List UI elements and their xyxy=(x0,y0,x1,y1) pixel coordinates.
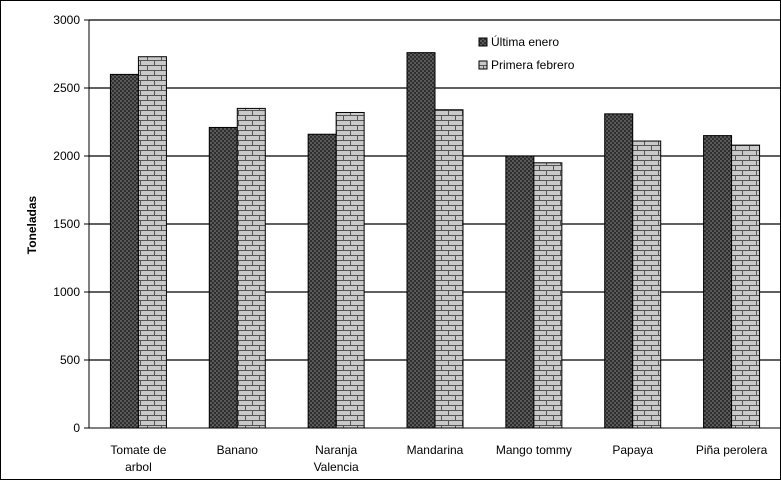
y-tick-label: 500 xyxy=(60,353,80,367)
x-tick-label: Mango tommy xyxy=(496,443,572,457)
x-tick-label: Papaya xyxy=(612,443,653,457)
x-tick-label: Banano xyxy=(217,443,259,457)
bar-primera-febrero xyxy=(434,109,464,429)
y-tick-label: 2000 xyxy=(53,149,80,163)
x-tick-label: arbol xyxy=(125,460,152,474)
y-tick-label: 0 xyxy=(73,421,80,435)
x-tick-label: Valencia xyxy=(314,460,359,474)
x-tick-label: Piña perolera xyxy=(696,443,768,457)
legend: Última enero Primera febrero xyxy=(478,34,575,72)
x-axis-ticks: Tomate de arbol Banano Naranja Valencia Manda… xyxy=(110,443,767,474)
axes xyxy=(88,20,781,429)
bar-primera-febrero xyxy=(731,144,761,429)
legend-label: Primera febrero xyxy=(491,58,575,72)
bar-primera-febrero xyxy=(533,162,563,429)
x-tick-label: Naranja xyxy=(315,443,357,457)
x-tick-label: Mandarina xyxy=(407,443,464,457)
bar-ultima-enero xyxy=(406,52,436,429)
bars xyxy=(109,52,761,429)
x-tick-label: Tomate de xyxy=(110,443,166,457)
legend-swatch xyxy=(478,60,488,70)
bar-primera-febrero xyxy=(137,56,167,429)
bar-ultima-enero xyxy=(307,133,337,429)
legend-swatch xyxy=(478,37,488,47)
bar-ultima-enero xyxy=(109,73,139,429)
legend-label: Última enero xyxy=(491,34,559,49)
y-axis-ticks: 0 500 1000 1500 2000 2500 3000 xyxy=(53,13,89,435)
y-tick-label: 2500 xyxy=(53,81,80,95)
bar-ultima-enero xyxy=(505,155,535,429)
bar-primera-febrero xyxy=(335,111,365,429)
bar-ultima-enero xyxy=(703,135,733,429)
y-tick-label: 1000 xyxy=(53,285,80,299)
bar-primera-febrero xyxy=(236,107,266,429)
bar-primera-febrero xyxy=(632,140,662,429)
y-axis-label: Toneladas xyxy=(25,195,39,254)
bar-ultima-enero xyxy=(604,113,634,429)
bar-ultima-enero xyxy=(208,126,238,429)
y-tick-label: 3000 xyxy=(53,13,80,27)
y-tick-label: 1500 xyxy=(53,217,80,231)
